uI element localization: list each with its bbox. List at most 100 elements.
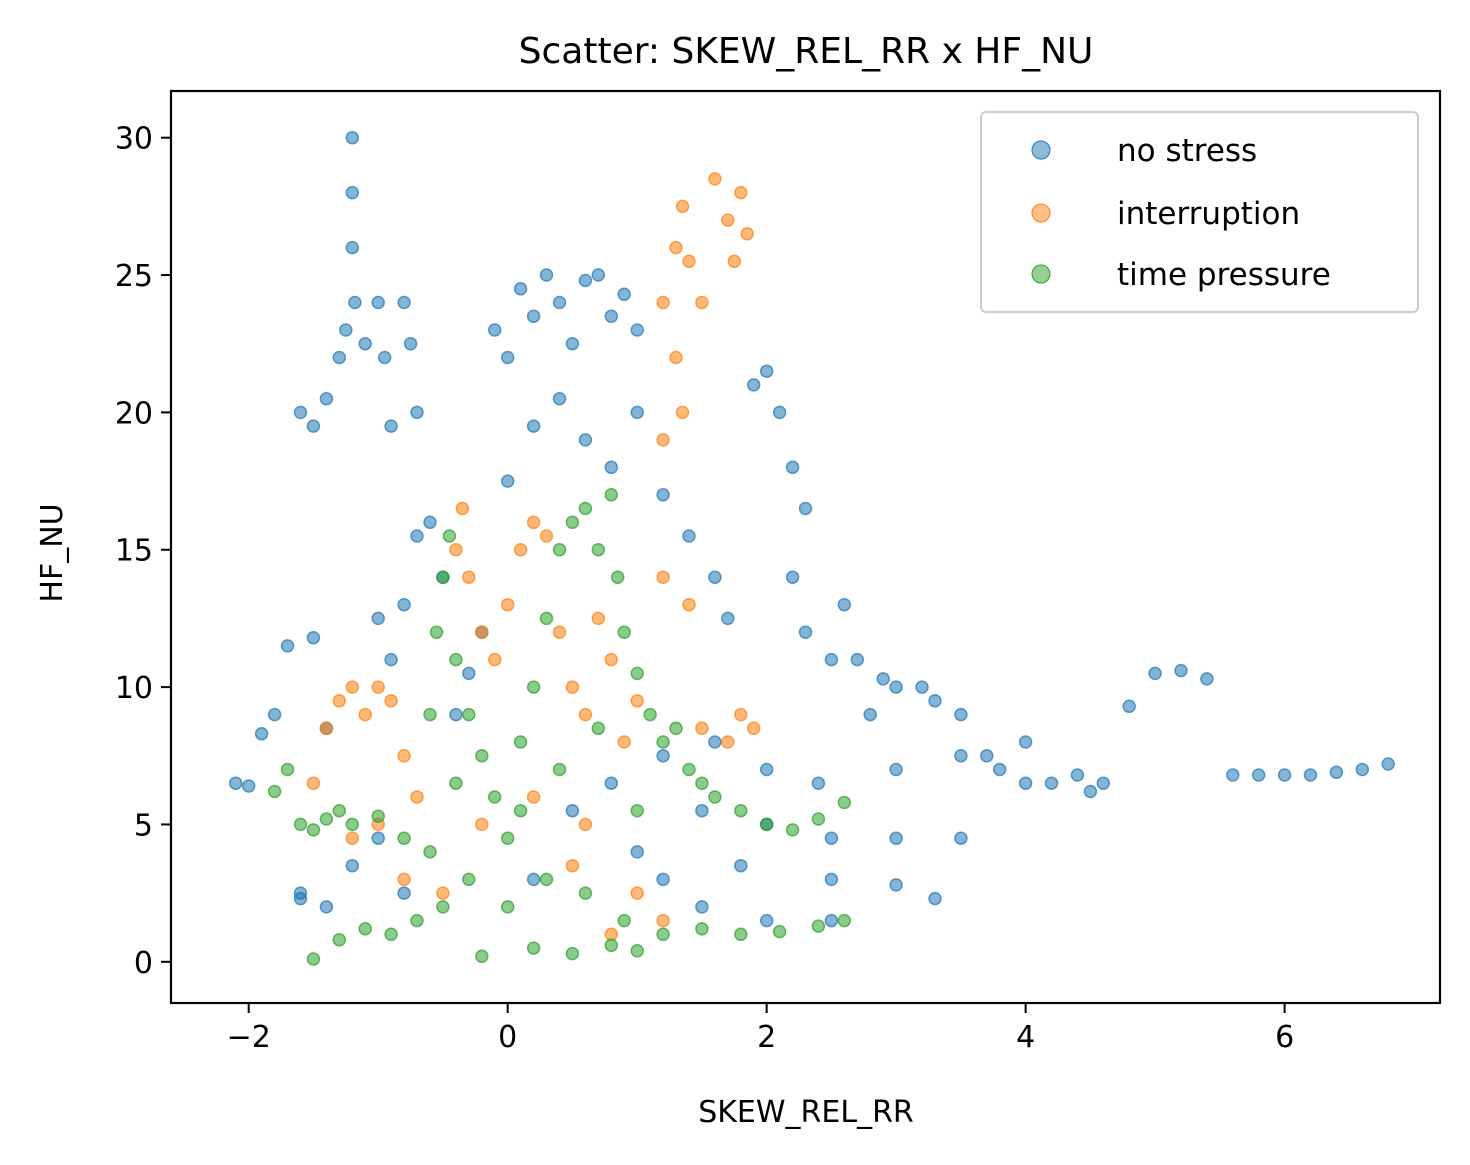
data-point-time-pressure xyxy=(436,570,450,584)
data-point-no-stress xyxy=(656,872,670,887)
data-point-interruption xyxy=(487,652,502,667)
data-point-time-pressure xyxy=(656,927,670,942)
data-point-time-pressure xyxy=(695,776,709,790)
data-point-no-stress xyxy=(345,240,360,255)
y-tick-label: 30 xyxy=(115,122,153,157)
data-point-no-stress xyxy=(785,460,800,475)
data-point-no-stress xyxy=(552,295,567,310)
data-point-time-pressure xyxy=(462,872,476,887)
y-tick-label: 10 xyxy=(115,671,153,706)
data-point-interruption xyxy=(591,611,606,626)
data-point-no-stress xyxy=(345,858,360,873)
data-point-time-pressure xyxy=(306,952,321,966)
data-point-time-pressure xyxy=(475,749,489,763)
data-point-time-pressure xyxy=(552,762,567,777)
data-point-no-stress xyxy=(954,707,968,722)
data-point-no-stress xyxy=(1355,762,1370,777)
x-axis-label: SKEW_REL_RR xyxy=(698,1095,914,1130)
data-point-interruption xyxy=(397,749,411,763)
data-point-interruption xyxy=(746,721,761,736)
data-point-no-stress xyxy=(377,350,392,365)
data-point-time-pressure xyxy=(669,721,683,736)
data-point-time-pressure xyxy=(410,913,424,928)
data-point-interruption xyxy=(358,707,372,722)
data-point-no-stress xyxy=(1018,735,1033,749)
data-point-no-stress xyxy=(824,831,839,845)
data-point-time-pressure xyxy=(280,762,295,777)
data-point-interruption xyxy=(410,790,424,804)
data-point-no-stress xyxy=(604,309,619,324)
data-point-interruption xyxy=(578,817,593,832)
data-point-time-pressure xyxy=(604,488,619,502)
data-point-no-stress xyxy=(759,913,774,928)
data-point-interruption xyxy=(630,694,644,708)
data-point-interruption xyxy=(475,817,489,832)
data-point-interruption xyxy=(578,707,593,722)
data-point-no-stress xyxy=(837,597,852,612)
y-tick-label: 0 xyxy=(134,946,153,981)
data-point-time-pressure xyxy=(487,790,502,804)
data-point-no-stress xyxy=(695,900,709,914)
data-point-time-pressure xyxy=(429,625,444,639)
data-point-no-stress xyxy=(1083,784,1098,799)
data-point-time-pressure xyxy=(306,823,321,837)
data-point-time-pressure xyxy=(539,611,554,626)
data-point-no-stress xyxy=(1303,768,1318,782)
data-point-no-stress xyxy=(371,295,385,310)
data-point-time-pressure xyxy=(772,924,787,939)
data-point-no-stress xyxy=(734,858,748,873)
data-point-interruption xyxy=(462,570,476,584)
data-point-no-stress xyxy=(604,460,619,475)
data-point-time-pressure xyxy=(617,625,631,639)
data-point-no-stress xyxy=(695,803,709,818)
data-point-interruption xyxy=(455,501,470,516)
data-point-no-stress xyxy=(617,287,631,302)
data-point-no-stress xyxy=(513,282,528,296)
legend-marker-time-pressure xyxy=(1031,264,1051,284)
data-point-no-stress xyxy=(824,652,839,667)
data-point-no-stress xyxy=(403,336,418,351)
data-point-time-pressure xyxy=(358,922,372,936)
data-point-interruption xyxy=(565,858,580,873)
data-point-time-pressure xyxy=(578,501,593,516)
data-point-time-pressure xyxy=(785,823,800,837)
data-point-no-stress xyxy=(772,405,787,420)
data-point-time-pressure xyxy=(513,735,528,749)
data-point-no-stress xyxy=(824,913,839,928)
data-point-interruption xyxy=(552,625,567,639)
data-point-no-stress xyxy=(889,762,903,777)
data-point-no-stress xyxy=(889,680,903,694)
data-point-time-pressure xyxy=(384,927,398,942)
data-point-no-stress xyxy=(293,891,308,906)
data-point-no-stress xyxy=(954,749,968,763)
data-point-time-pressure xyxy=(436,900,450,914)
legend-marker-no-stress xyxy=(1031,140,1051,160)
data-point-no-stress xyxy=(371,611,385,626)
data-point-no-stress xyxy=(928,694,942,708)
data-point-no-stress xyxy=(824,872,839,887)
data-point-no-stress xyxy=(410,405,424,420)
data-point-no-stress xyxy=(1329,765,1344,780)
data-point-interruption xyxy=(526,790,541,804)
data-point-time-pressure xyxy=(630,666,644,681)
data-point-no-stress xyxy=(371,831,385,845)
data-point-time-pressure xyxy=(578,886,593,900)
data-point-no-stress xyxy=(591,268,606,282)
data-point-interruption xyxy=(656,295,670,310)
y-tick-label: 20 xyxy=(115,396,153,431)
legend: no stress interruption time pressure xyxy=(980,111,1419,313)
data-point-no-stress xyxy=(293,405,308,420)
x-tick-label: −2 xyxy=(227,1020,271,1055)
data-point-interruption xyxy=(397,872,411,887)
data-point-interruption xyxy=(513,542,528,557)
data-point-no-stress xyxy=(397,886,411,900)
data-point-time-pressure xyxy=(345,817,360,832)
data-point-time-pressure xyxy=(552,542,567,557)
data-point-interruption xyxy=(675,405,690,420)
data-point-interruption xyxy=(475,625,489,639)
data-point-time-pressure xyxy=(734,927,748,942)
data-point-time-pressure xyxy=(604,938,619,953)
data-point-no-stress xyxy=(423,515,437,530)
y-tick-label: 5 xyxy=(134,808,153,843)
